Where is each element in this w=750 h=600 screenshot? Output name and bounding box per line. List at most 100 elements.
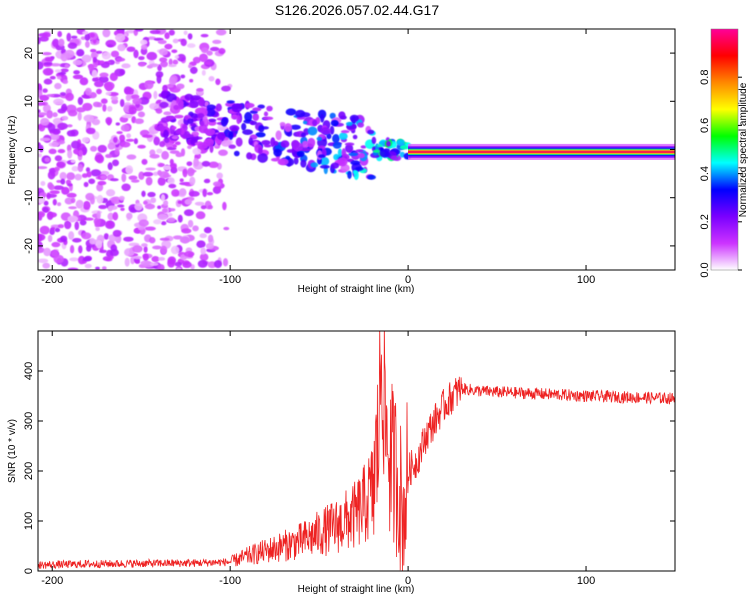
noise-blob — [67, 42, 78, 50]
signal-blob — [244, 111, 253, 122]
noise-blob — [138, 219, 149, 227]
noise-blob — [102, 104, 107, 112]
noise-blob — [92, 101, 101, 108]
noise-blob — [116, 57, 126, 62]
noise-blob — [215, 29, 227, 36]
signal-blob — [329, 112, 336, 120]
noise-blob — [160, 194, 166, 202]
noise-blob — [125, 138, 135, 142]
noise-blob — [179, 236, 191, 244]
noise-blob — [77, 163, 84, 173]
noise-blob — [66, 130, 76, 137]
signal-blob — [320, 113, 325, 123]
signal-blob — [205, 128, 216, 136]
noise-blob — [128, 175, 138, 181]
noise-blob — [169, 163, 177, 169]
noise-blob — [162, 85, 168, 92]
noise-blob — [57, 148, 66, 154]
signal-blob — [279, 121, 286, 127]
noise-blob — [80, 36, 86, 41]
noise-blob — [38, 247, 45, 254]
signal-blob — [171, 126, 177, 130]
noise-blob — [121, 63, 131, 69]
noise-blob — [151, 256, 160, 263]
noise-blob — [207, 234, 214, 243]
signal-blob — [164, 137, 170, 144]
noise-blob — [201, 160, 211, 167]
noise-blob — [57, 224, 65, 229]
spectrogram-y-tick-label: -10 — [23, 190, 35, 206]
transition-blob — [386, 140, 391, 147]
snr-x-tick-label: 0 — [405, 575, 411, 587]
noise-blob — [134, 118, 144, 125]
noise-blob — [144, 80, 154, 90]
noise-blob — [110, 196, 122, 205]
noise-blob — [187, 145, 192, 150]
noise-blob — [187, 167, 195, 177]
noise-blob — [132, 97, 142, 105]
noise-blob — [133, 255, 142, 260]
signal-blob — [344, 144, 354, 153]
noise-blob — [153, 171, 159, 176]
noise-blob — [159, 141, 166, 148]
noise-blob — [192, 225, 199, 232]
noise-blob — [142, 171, 154, 177]
signal-blob — [177, 99, 184, 110]
colorbar-gradient — [711, 29, 738, 270]
noise-blob — [165, 141, 174, 149]
signal-blob — [284, 123, 293, 133]
noise-blob — [95, 266, 100, 270]
noise-blob — [112, 229, 122, 237]
noise-blob — [208, 161, 219, 169]
noise-blob — [38, 153, 42, 158]
noise-blob — [140, 260, 152, 266]
noise-blob — [43, 200, 49, 206]
noise-blob — [111, 159, 120, 167]
noise-blob — [201, 69, 206, 76]
signal-blob — [286, 130, 293, 137]
noise-blob — [109, 72, 118, 82]
noise-blob — [42, 262, 51, 269]
noise-blob — [158, 48, 169, 56]
noise-blob — [216, 172, 223, 179]
noise-blob — [40, 117, 50, 126]
signal-blob — [318, 154, 326, 159]
signal-blob — [249, 120, 258, 126]
noise-blob — [168, 58, 173, 66]
noise-blob — [125, 94, 132, 102]
noise-blob — [130, 256, 135, 265]
noise-blob — [157, 176, 166, 186]
noise-blob — [52, 112, 58, 118]
noise-blob — [175, 267, 182, 270]
signal-blob — [294, 109, 306, 118]
signal-blob — [290, 124, 301, 130]
noise-blob — [207, 205, 213, 210]
signal-blob — [257, 104, 265, 109]
signal-blob — [204, 108, 216, 117]
noise-blob — [118, 195, 125, 201]
signal-blob — [350, 160, 361, 166]
noise-blob — [172, 59, 179, 65]
noise-blob — [203, 178, 211, 184]
noise-blob — [160, 60, 168, 68]
noise-blob — [167, 217, 176, 223]
signal-blob — [155, 108, 163, 114]
signal-blob — [285, 108, 297, 116]
noise-blob — [144, 203, 156, 210]
noise-blob — [160, 245, 168, 255]
noise-blob — [167, 212, 173, 217]
noise-blob — [120, 124, 130, 132]
noise-blob — [43, 247, 51, 257]
signal-blob — [235, 137, 243, 147]
noise-blob — [115, 122, 121, 126]
signal-blob — [252, 107, 262, 112]
noise-blob — [91, 69, 98, 78]
noise-blob — [101, 51, 111, 60]
transition-blob — [371, 136, 377, 145]
noise-blob — [57, 31, 63, 38]
noise-blob — [148, 237, 156, 244]
noise-blob — [76, 48, 85, 57]
noise-blob — [179, 178, 184, 183]
